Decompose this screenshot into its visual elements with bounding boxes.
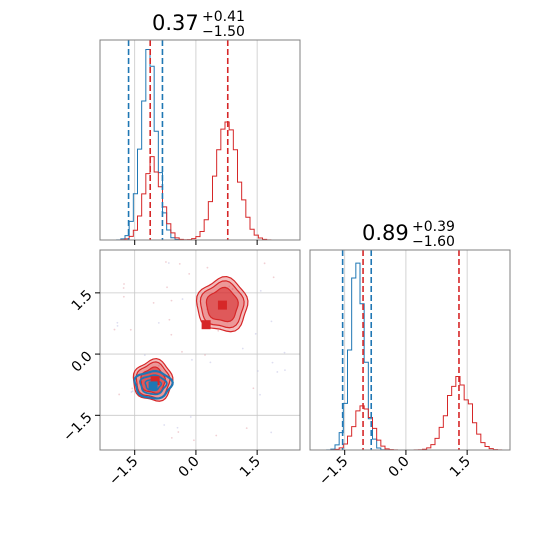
- scatter-point: [122, 287, 125, 289]
- scatter-point: [191, 358, 193, 361]
- scatter-point: [165, 261, 167, 263]
- scatter-point: [231, 288, 234, 290]
- panel-frame: [309, 249, 511, 451]
- marker-red-square: [201, 320, 211, 330]
- scatter-point: [206, 266, 209, 269]
- scatter-point: [228, 285, 231, 288]
- scatter-point: [270, 320, 273, 323]
- scatter-point: [163, 424, 166, 426]
- marker-red-square: [217, 300, 227, 310]
- scatter-point: [131, 387, 134, 390]
- scatter-point: [123, 283, 125, 285]
- scatter-point: [271, 361, 274, 364]
- scatter-point: [215, 434, 218, 437]
- scatter-point: [217, 329, 220, 332]
- scatter-point: [170, 436, 173, 439]
- title-1-median: 0.37: [152, 11, 199, 35]
- scatter-point: [241, 347, 244, 350]
- scatter-point: [181, 298, 184, 300]
- title-1-upper: +0.41: [202, 9, 245, 25]
- scatter-point: [272, 276, 275, 279]
- blue-contour-outer: [133, 369, 174, 400]
- scatter-point: [152, 301, 155, 304]
- scatter-point: [177, 431, 180, 433]
- scatter-point: [276, 371, 279, 373]
- title-1-lower: −1.50: [202, 24, 245, 40]
- scatter-point: [170, 333, 173, 336]
- scatter-point: [178, 262, 181, 265]
- scatter-point: [167, 262, 170, 264]
- panel-frame: [99, 249, 301, 451]
- marker-red-square: [150, 376, 160, 386]
- scatter-point: [263, 262, 266, 265]
- scatter-point: [254, 332, 257, 335]
- title-2-median: 0.89: [362, 221, 409, 245]
- scatter-point: [131, 390, 134, 393]
- title-param-1: 0.37 +0.41 −1.50: [152, 9, 245, 40]
- scatter-point: [122, 295, 125, 298]
- scatter-point: [252, 387, 255, 390]
- title-2-upper: +0.39: [412, 219, 455, 235]
- title-2-lower: −1.60: [412, 234, 455, 250]
- marker-blue-square: [148, 381, 158, 391]
- scatter-point: [116, 324, 119, 327]
- scatter-point: [193, 439, 195, 442]
- scatter-point: [270, 431, 273, 434]
- scatter-point: [168, 318, 171, 321]
- scatter-point: [143, 354, 146, 356]
- scatter-point: [188, 272, 191, 275]
- scatter-point: [259, 289, 262, 292]
- scatter-point: [181, 350, 183, 353]
- histogram-red: [100, 121, 300, 240]
- scatter-point: [245, 427, 248, 430]
- scatter-point: [157, 364, 160, 367]
- histogram-blue: [100, 48, 300, 240]
- panel-frame: [99, 39, 301, 241]
- panel-marginal-1: [99, 39, 301, 245]
- scatter-point: [259, 393, 261, 396]
- scatter-point: [118, 393, 121, 396]
- title-param-2: 0.89 +0.39 −1.60: [362, 219, 455, 250]
- scatter-point: [209, 361, 212, 364]
- scatter-point: [113, 328, 116, 331]
- scatter-point: [129, 328, 132, 331]
- scatter-point: [176, 426, 179, 429]
- scatter-point: [256, 370, 259, 372]
- scatter-point: [204, 354, 206, 356]
- scatter-point: [283, 351, 286, 354]
- scatter-point: [157, 321, 160, 324]
- scatter-point: [166, 286, 168, 289]
- scatter-point: [116, 321, 119, 324]
- scatter-point: [284, 369, 286, 371]
- scatter-point: [170, 299, 173, 302]
- scatter-point: [189, 416, 192, 418]
